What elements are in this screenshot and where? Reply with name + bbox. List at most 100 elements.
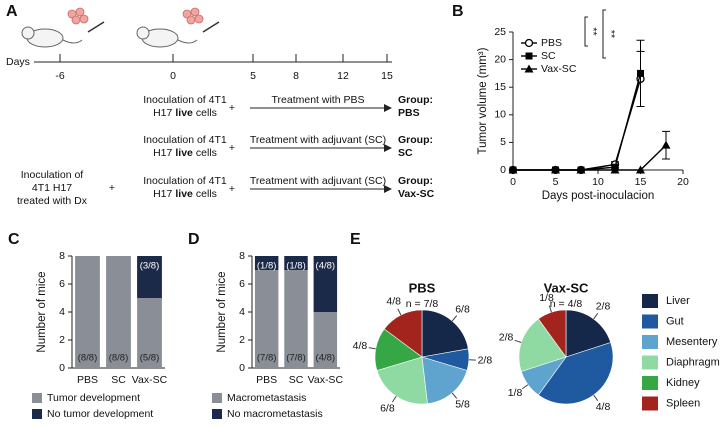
plus-sign: + xyxy=(229,102,235,114)
cells-word: cells xyxy=(196,188,217,200)
pie-slice xyxy=(421,309,469,358)
data-label: (5/8) xyxy=(140,353,160,364)
x-tick-label: 5 xyxy=(553,176,559,188)
inoculation-text: Inoculation of 4T1 xyxy=(143,134,227,146)
marker xyxy=(636,165,645,174)
x-tick-label: SC xyxy=(111,374,126,386)
marker xyxy=(551,165,560,174)
inoculation-text: Inoculation of 4T1 xyxy=(143,175,227,187)
y-tick-label: 8 xyxy=(59,250,65,262)
legend-label: Mesentery xyxy=(666,336,718,348)
bar-segment xyxy=(284,270,308,368)
legend-label: Tumor development xyxy=(47,392,140,404)
inoculation-text: H17 live cells xyxy=(153,188,217,200)
bar-segment xyxy=(284,256,308,270)
group-name: SC xyxy=(398,147,413,159)
x-tick-label: SC xyxy=(289,374,304,386)
cell-line: H17 xyxy=(153,107,172,119)
legend-swatch xyxy=(642,335,658,349)
leader-line xyxy=(593,313,599,320)
bar-segment xyxy=(75,256,100,368)
y-axis-label: Number of mice xyxy=(36,271,48,352)
marker xyxy=(508,165,518,174)
pie-subtitle: n = 7/8 xyxy=(406,298,439,310)
significance-bracket xyxy=(602,9,606,59)
timeline-tick-label: 5 xyxy=(250,70,256,82)
series-line xyxy=(513,78,642,171)
panel-label: C xyxy=(8,231,20,248)
leader-line xyxy=(522,384,529,390)
bar-segment xyxy=(137,256,162,298)
y-tick-label: 4 xyxy=(59,306,65,318)
legend-label: Vax-SC xyxy=(541,63,577,75)
group-name: PBS xyxy=(398,107,420,119)
arrow-head xyxy=(384,104,392,112)
legend-label: Spleen xyxy=(666,397,700,409)
legend-swatch xyxy=(642,294,658,308)
leader-line xyxy=(368,347,376,350)
legend-label: No tumor development xyxy=(47,408,153,420)
arrow-head xyxy=(384,185,392,193)
y-tick-label: 4 xyxy=(239,306,245,318)
treatment-text: Treatment with adjuvant (SC) xyxy=(250,175,386,187)
pie-title: Vax-SC xyxy=(544,280,589,295)
marker xyxy=(576,165,586,174)
slice-label: 2/8 xyxy=(596,301,611,313)
slice-label: 6/8 xyxy=(455,303,470,315)
data-label: (8/8) xyxy=(78,353,98,364)
cell-line: H17 xyxy=(153,147,172,159)
data-label: (1/8) xyxy=(286,261,306,272)
bar-segment xyxy=(313,312,338,368)
legend-label: SC xyxy=(541,50,556,62)
timeline-tick-label: 15 xyxy=(381,70,393,82)
plus-sign: + xyxy=(229,183,235,195)
marker xyxy=(525,52,533,60)
pie-slice xyxy=(383,309,423,358)
slice-label: 1/8 xyxy=(508,387,523,399)
axis-label: Days xyxy=(6,56,30,68)
group-label: Group: xyxy=(398,175,433,187)
x-tick-label: 0 xyxy=(510,176,516,188)
y-tick-label: 10 xyxy=(494,109,506,121)
legend-label: Liver xyxy=(666,295,690,307)
pre-treatment-text: treated with Dx xyxy=(17,195,88,207)
leader-line xyxy=(397,308,402,316)
y-axis-label: Number of mice xyxy=(216,271,228,352)
arrow-head xyxy=(384,144,392,152)
timeline-tick-label: 0 xyxy=(170,70,176,82)
series-line xyxy=(513,73,642,171)
slice-label: 4/8 xyxy=(596,401,611,413)
x-axis-label: Days post-inoculacion xyxy=(542,190,655,202)
legend-label: Kidney xyxy=(666,377,700,389)
leader-line xyxy=(514,339,522,343)
group-label: Group: xyxy=(398,94,433,106)
leader-line xyxy=(391,395,397,403)
panel-label: B xyxy=(452,3,464,20)
legend-swatch xyxy=(642,314,658,329)
data-label: (7/8) xyxy=(257,353,277,364)
y-tick-label: 2 xyxy=(59,334,65,346)
leader-line xyxy=(451,315,458,322)
significance-label: ** xyxy=(587,27,599,35)
x-tick-label: Vax-SC xyxy=(308,374,344,386)
panel-label: E xyxy=(350,231,361,248)
plus-sign: + xyxy=(109,182,115,194)
y-tick-label: 2 xyxy=(239,334,245,346)
y-tick-label: 6 xyxy=(59,278,65,290)
y-axis-label: Tumor volume (mm³) xyxy=(477,47,489,154)
bar-segment xyxy=(137,298,162,368)
bar-segment xyxy=(254,270,279,368)
group-label: Group: xyxy=(398,134,433,146)
pre-treatment-text: 4T1 H17 xyxy=(32,182,72,194)
y-tick-label: 8 xyxy=(239,250,245,262)
cells-word: cells xyxy=(196,107,217,119)
slice-label: 2/8 xyxy=(478,354,493,366)
legend-swatch xyxy=(32,393,42,403)
cell-state: live xyxy=(175,147,193,159)
legend-label: No macrometastasis xyxy=(227,408,323,420)
x-tick-label: PBS xyxy=(77,374,98,386)
marker xyxy=(610,165,620,174)
inoculation-text: H17 live cells xyxy=(153,147,217,159)
y-tick-label: 15 xyxy=(494,81,506,93)
